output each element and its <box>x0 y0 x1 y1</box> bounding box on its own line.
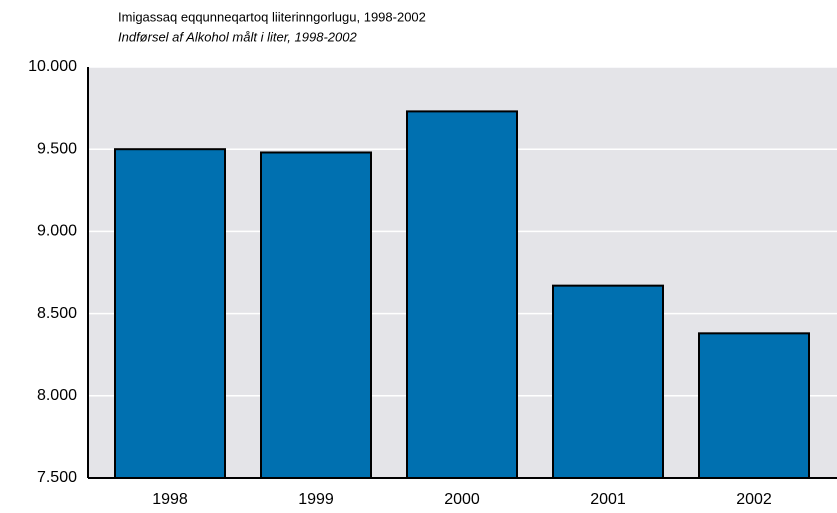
y-tick-label: 9.500 <box>37 140 77 157</box>
y-tick-label: 9.000 <box>37 223 77 240</box>
bar <box>698 332 810 479</box>
bar <box>406 110 518 479</box>
bar <box>114 148 226 479</box>
y-tick-label: 8.500 <box>37 305 77 322</box>
x-tick-label: 1998 <box>152 491 188 508</box>
y-tick-label: 7.500 <box>37 469 77 486</box>
y-tick-label: 10.000 <box>28 58 77 75</box>
x-tick-label: 2001 <box>590 491 626 508</box>
y-tick-label: 8.000 <box>37 387 77 404</box>
chart-subtitle: Indførsel af Alkohol målt i liter, 1998-… <box>118 29 357 44</box>
chart-title: Imigassaq eqqunneqartoq liiterinngorlugu… <box>118 9 426 24</box>
x-tick-label: 2000 <box>444 491 480 508</box>
x-tick-label: 2002 <box>736 491 772 508</box>
bar <box>552 284 664 480</box>
bar <box>260 151 372 479</box>
x-tick-label: 1999 <box>298 491 334 508</box>
